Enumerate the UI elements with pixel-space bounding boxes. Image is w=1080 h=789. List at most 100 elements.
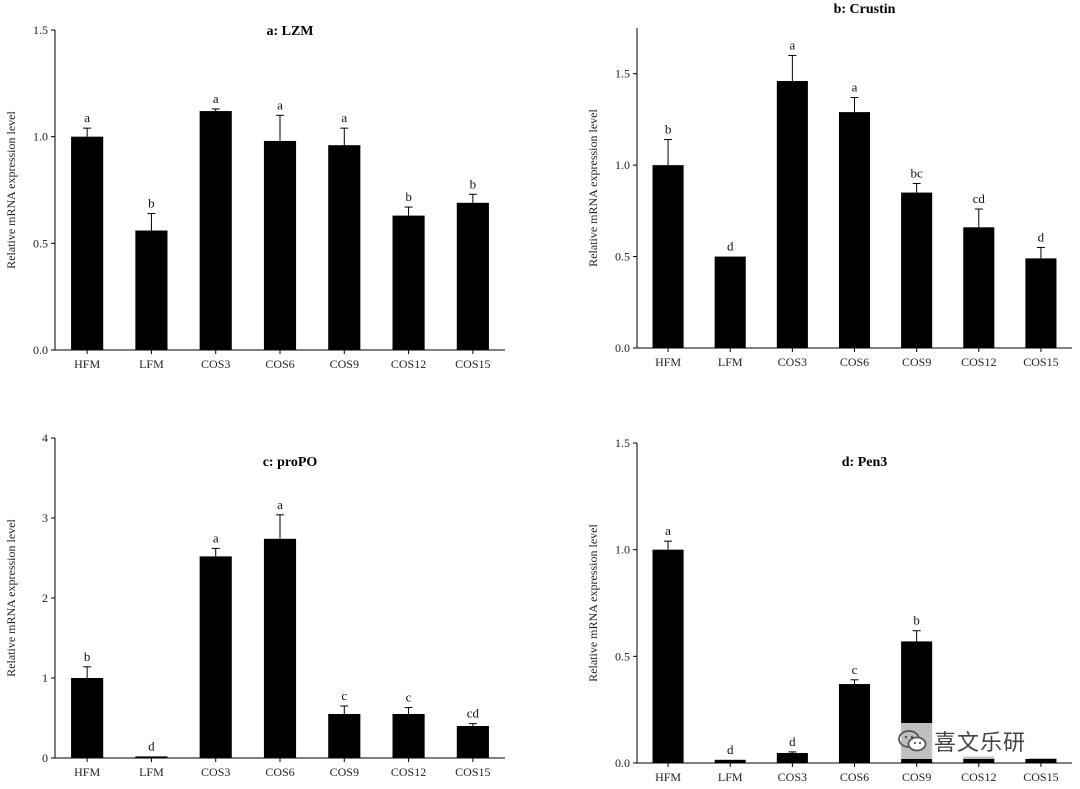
significance-label: a — [213, 91, 219, 106]
significance-label: b — [913, 613, 920, 628]
x-tick-label: COS6 — [840, 355, 869, 369]
y-tick-label: 1 — [42, 671, 48, 685]
x-tick-label: COS3 — [778, 355, 807, 369]
chart-panel-2: 0.0 0.5 1.0 1.5 Relative mRNA expression lev… — [586, 2, 1072, 369]
y-tick-label: 1.5 — [33, 23, 48, 37]
y-tick-label: 0.5 — [615, 250, 630, 264]
bar — [199, 111, 232, 350]
bar — [1025, 758, 1057, 763]
x-tick-label: COS6 — [265, 765, 294, 779]
bar — [456, 726, 489, 758]
significance-label: b — [470, 176, 477, 191]
x-tick-label: LFM — [718, 355, 743, 369]
bar — [714, 256, 746, 348]
bar — [456, 202, 489, 350]
bar — [776, 81, 808, 349]
significance-label: a — [213, 530, 219, 545]
significance-label: a — [277, 497, 283, 512]
significance-label: b — [148, 195, 155, 210]
bar — [901, 192, 933, 348]
bar — [135, 230, 168, 350]
y-tick-label: 0.0 — [615, 756, 630, 770]
x-tick-label: COS6 — [840, 770, 869, 784]
bar — [1025, 258, 1057, 348]
chart-panel-1: 0.0 0.5 1.0 1.5 Relative mRNA expression lev… — [4, 23, 505, 371]
x-tick-label: COS12 — [391, 765, 426, 779]
significance-label: d — [727, 742, 734, 757]
y-axis-label: Relative mRNA expression level — [586, 109, 600, 267]
x-tick-label: COS15 — [455, 357, 490, 371]
x-tick-label: COS12 — [961, 770, 996, 784]
x-tick-label: LFM — [718, 770, 743, 784]
y-axis-label: Relative mRNA expression level — [586, 524, 600, 682]
x-tick-label: LFM — [139, 357, 164, 371]
bar — [328, 145, 361, 350]
y-tick-label: 1.0 — [615, 543, 630, 557]
bar — [838, 684, 871, 763]
bar — [328, 714, 361, 758]
significance-label: b — [84, 649, 91, 664]
bar — [838, 112, 871, 348]
y-tick-label: 1.0 — [615, 158, 630, 172]
significance-label: a — [789, 37, 795, 52]
y-tick-label: 4 — [42, 431, 48, 445]
x-tick-label: LFM — [139, 765, 164, 779]
significance-label: a — [341, 110, 347, 125]
significance-label: d — [1038, 229, 1045, 244]
bar — [776, 752, 808, 763]
bar — [963, 756, 995, 763]
significance-label: d — [789, 734, 796, 749]
significance-label: c — [406, 690, 412, 705]
significance-label: a — [84, 110, 90, 125]
y-tick-label: 0.0 — [33, 343, 48, 357]
y-axis-label: Relative mRNA expression level — [4, 111, 18, 269]
bar — [263, 538, 297, 758]
y-tick-label: 1.5 — [615, 67, 630, 81]
x-tick-label: COS9 — [902, 355, 931, 369]
x-tick-label: COS9 — [330, 357, 359, 371]
x-tick-label: COS3 — [778, 770, 807, 784]
x-tick-label: HFM — [655, 355, 681, 369]
chart-panel-3: 0 1 2 3 4 Relative mRNA expression level c: pr… — [4, 431, 505, 779]
x-tick-label: COS15 — [1023, 770, 1058, 784]
y-tick-label: 0.5 — [615, 649, 630, 663]
significance-label: cd — [973, 191, 986, 206]
significance-label: a — [277, 97, 283, 112]
bar — [652, 549, 684, 763]
bar — [263, 140, 297, 350]
y-tick-label: 2 — [42, 591, 48, 605]
x-tick-label: COS15 — [1023, 355, 1058, 369]
chart-title: d: Pen3 — [842, 455, 888, 470]
chart-title: b: Crustin — [834, 2, 896, 17]
y-tick-label: 0.5 — [33, 236, 48, 250]
bar — [714, 759, 746, 763]
significance-label: bc — [911, 165, 924, 180]
x-tick-label: COS15 — [455, 765, 490, 779]
significance-label: cd — [467, 706, 480, 721]
watermark-text: 喜文乐研 — [933, 731, 1026, 756]
bar — [71, 136, 104, 350]
wechat-icon — [898, 730, 927, 752]
significance-label: a — [665, 523, 671, 538]
significance-label: c — [341, 688, 347, 703]
significance-label: d — [727, 239, 734, 254]
watermark: 喜文乐研 — [891, 723, 1032, 759]
y-axis-label: Relative mRNA expression level — [4, 519, 18, 677]
chart-title: c: proPO — [263, 455, 318, 470]
y-tick-label: 0.0 — [615, 341, 630, 355]
significance-label: c — [852, 662, 858, 677]
bar — [199, 556, 232, 758]
x-tick-label: HFM — [74, 765, 100, 779]
bar — [392, 714, 425, 758]
significance-label: d — [148, 738, 155, 753]
bar — [963, 227, 995, 348]
x-tick-label: COS12 — [961, 355, 996, 369]
x-tick-label: COS9 — [902, 770, 931, 784]
x-tick-label: COS12 — [391, 357, 426, 371]
chart-title: a: LZM — [266, 24, 313, 39]
x-tick-label: COS3 — [201, 357, 230, 371]
significance-label: b — [665, 122, 672, 137]
significance-label: b — [405, 189, 412, 204]
y-tick-label: 1.5 — [615, 436, 630, 450]
